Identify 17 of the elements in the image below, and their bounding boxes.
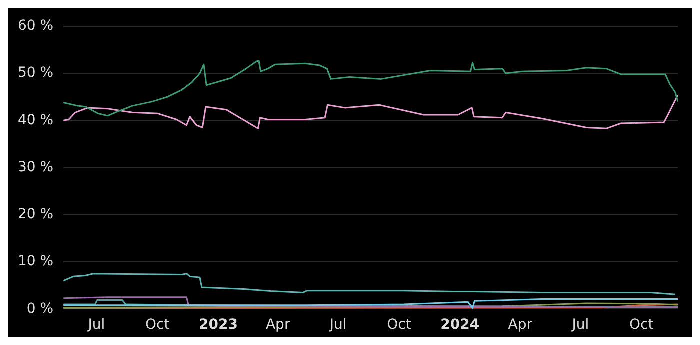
x-tick-label: Apr bbox=[266, 317, 290, 334]
y-tick-label: 30 % bbox=[18, 159, 54, 176]
x-tick-label: Oct bbox=[145, 317, 170, 334]
x-tick-label: Jul bbox=[571, 317, 590, 334]
x-tick-label: Jul bbox=[87, 317, 106, 334]
x-tick-label: Oct bbox=[629, 317, 654, 334]
x-tick-label: 2023 bbox=[199, 317, 238, 334]
y-tick-label: 40 % bbox=[18, 112, 54, 128]
x-tick-label: 2024 bbox=[440, 317, 480, 334]
x-tick-label: Oct bbox=[387, 317, 412, 334]
y-tick-label: 0 % bbox=[26, 300, 54, 317]
y-tick-label: 20 % bbox=[18, 206, 54, 223]
y-tick-label: 60 % bbox=[18, 18, 54, 34]
y-tick-label: 50 % bbox=[18, 65, 54, 82]
x-tick-label: Apr bbox=[508, 317, 533, 334]
y-tick-label: 10 % bbox=[18, 254, 54, 270]
x-tick-label: Jul bbox=[328, 317, 347, 334]
